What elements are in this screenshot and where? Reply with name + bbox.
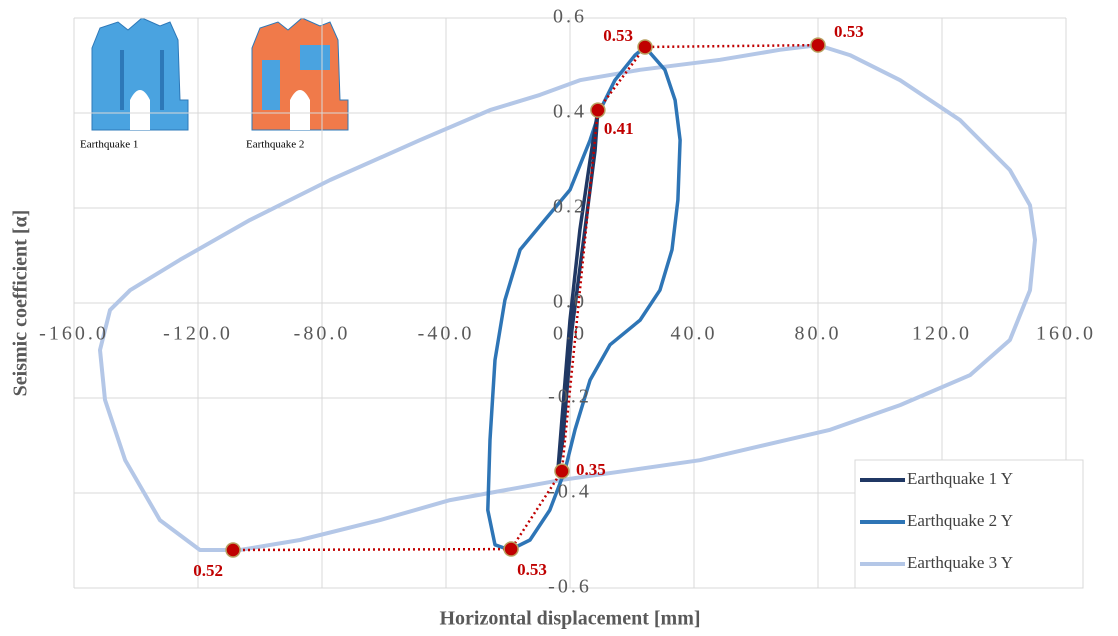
- annotation-label: 0.53: [603, 26, 633, 45]
- y-tick-label: 0.0: [553, 291, 587, 313]
- annotation-point: [226, 543, 240, 557]
- annotation-point: [591, 103, 605, 117]
- annotation-label: 0.35: [576, 460, 606, 479]
- x-tick-label: 80.0: [795, 323, 842, 345]
- y-tick-label: 0.4: [553, 101, 587, 123]
- x-tick-label: 40.0: [671, 323, 718, 345]
- legend-label: Earthquake 3 Y: [907, 553, 1013, 572]
- x-tick-label: 0.0: [553, 323, 587, 345]
- x-axis-title: Horizontal displacement [mm]: [439, 608, 700, 630]
- inset-label: Earthquake 2: [246, 139, 304, 151]
- x-tick-label: -40.0: [418, 323, 475, 345]
- y-tick-label: -0.6: [548, 576, 592, 598]
- annotation-label: 0.53: [517, 560, 547, 579]
- inset-label: Earthquake 1: [80, 139, 138, 151]
- x-tick-label: -120.0: [163, 323, 233, 345]
- annotation-point: [811, 38, 825, 52]
- y-tick-label: 0.2: [553, 196, 587, 218]
- x-tick-label: 120.0: [912, 323, 972, 345]
- x-tick-label: -160.0: [39, 323, 109, 345]
- legend-label: Earthquake 2 Y: [907, 511, 1013, 530]
- x-tick-label: -80.0: [294, 323, 351, 345]
- chart: Earthquake 1 Earthquake 2 Horizontal dis…: [0, 0, 1118, 636]
- annotation-point: [555, 464, 569, 478]
- annotation-label: 0.41: [604, 119, 634, 138]
- y-tick-label: 0.6: [553, 6, 587, 28]
- annotation-label: 0.53: [834, 22, 864, 41]
- y-axis-title: Seismic coefficient [α]: [10, 210, 32, 397]
- annotation-point: [504, 542, 518, 556]
- x-tick-label: 160.0: [1036, 323, 1096, 345]
- annotation-point: [638, 40, 652, 54]
- annotation-label: 0.52: [193, 561, 223, 580]
- legend-label: Earthquake 1 Y: [907, 469, 1013, 488]
